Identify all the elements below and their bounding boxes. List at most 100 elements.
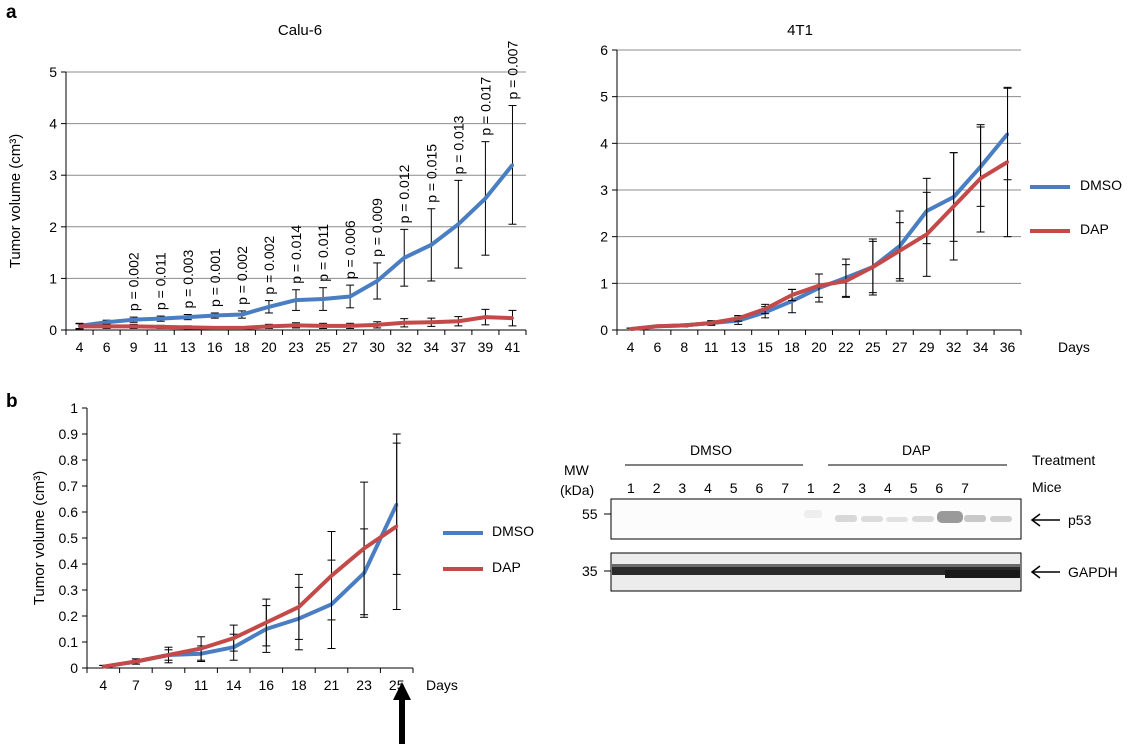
p-value-label: p = 0.002: [126, 252, 142, 311]
series-line-dap: [102, 524, 398, 669]
series-line-dmso: [102, 503, 399, 669]
legend-line-dmso: [443, 531, 483, 535]
mouse-number: 7: [781, 480, 789, 496]
y-tick-label: 0.4: [59, 556, 79, 572]
y-axis-label: Tumor volume (cm³): [31, 471, 48, 605]
x-tick-label: 16: [207, 339, 223, 355]
x-axis-label: Days: [426, 677, 458, 693]
p-value-label: p = 0.015: [423, 144, 439, 203]
x-tick-label: 4: [627, 339, 635, 355]
data-point-dap: [297, 605, 301, 609]
panel-label-a: a: [6, 2, 17, 23]
mouse-number: 1: [627, 480, 635, 496]
x-tick-label: 20: [811, 339, 827, 355]
x-tick-label: 27: [892, 339, 908, 355]
data-point-dap: [232, 636, 236, 640]
data-point-dap: [348, 324, 352, 328]
data-point-dap: [682, 323, 686, 327]
x-tick-label: 13: [730, 339, 746, 355]
y-tick-label: 0.8: [59, 452, 79, 468]
x-tick-label: 18: [784, 339, 800, 355]
data-point-dap: [213, 326, 217, 330]
x-tick-label: 34: [424, 339, 440, 355]
mice-number-row: 1 2 3 4 5 6 7 1 2 3 4 5 6 7: [560, 480, 1030, 500]
x-tick-label: 18: [291, 677, 307, 693]
data-point-dmso: [267, 305, 271, 309]
legend-label-dap: DAP: [492, 559, 521, 575]
p-value-label: p = 0.006: [342, 220, 358, 279]
data-point-dmso: [132, 318, 136, 322]
mw-label: MW: [564, 462, 589, 478]
p-value-label: p = 0.007: [504, 41, 520, 100]
y-tick-label: 3: [600, 182, 608, 198]
p-value-label: p = 0.011: [153, 252, 169, 310]
y-tick-label: 1: [70, 400, 78, 416]
data-point-dap: [628, 327, 632, 331]
data-point-dap: [78, 324, 82, 328]
p-value-label: p = 0.002: [234, 246, 250, 305]
band-label-gapdh: GAPDH: [1068, 564, 1118, 580]
x-tick-label: 9: [130, 339, 138, 355]
series-line-dap: [630, 160, 1009, 332]
data-point-dap: [321, 324, 325, 328]
data-point-dmso: [510, 163, 514, 167]
legend-label-dmso: DMSO: [492, 523, 534, 539]
mouse-number: 4: [884, 480, 892, 496]
y-tick-label: 0.3: [59, 582, 79, 598]
legend-label-dap: DAP: [1080, 221, 1109, 237]
data-point-dap: [871, 265, 875, 269]
group-label-dmso: DMSO: [690, 442, 732, 458]
band-label-p53: p53: [1068, 512, 1092, 528]
x-tick-label: 41: [505, 339, 521, 355]
data-point-dap: [483, 315, 487, 319]
data-point-dap: [1006, 160, 1010, 164]
y-tick-label: 5: [600, 89, 608, 105]
y-tick-label: 0.9: [59, 426, 79, 442]
data-point-dap: [429, 320, 433, 324]
data-point-dmso: [429, 243, 433, 247]
data-point-dmso: [483, 196, 487, 200]
data-point-dap: [132, 324, 136, 328]
x-tick-label: 11: [153, 339, 168, 355]
x-tick-label: 32: [396, 339, 412, 355]
data-point-dap: [456, 319, 460, 323]
x-tick-label: 22: [838, 339, 854, 355]
x-tick-label: 4: [76, 339, 84, 355]
arrow-up-icon: [393, 682, 411, 744]
x-tick-label: 20: [261, 339, 277, 355]
panel-label-b: b: [6, 391, 18, 412]
data-point-dap: [790, 293, 794, 297]
y-tick-label: 0.6: [59, 504, 79, 520]
marker-55: 55: [582, 506, 598, 522]
data-point-dap: [330, 574, 333, 578]
data-point-dap: [267, 324, 271, 328]
x-tick-label: 30: [369, 339, 385, 355]
x-tick-label: 34: [973, 339, 989, 355]
x-tick-label: 8: [680, 339, 688, 355]
x-tick-label: 18: [234, 339, 250, 355]
p-value-label: p = 0.013: [450, 115, 466, 174]
data-point-dap: [655, 324, 659, 328]
x-tick-label: 23: [288, 339, 304, 355]
x-tick-label: 32: [946, 339, 962, 355]
blot-graphic: [604, 464, 1060, 592]
x-tick-label: 7: [132, 677, 140, 693]
p-value-label: p = 0.014: [288, 225, 304, 284]
data-point-dap: [199, 647, 203, 650]
data-point-dap: [264, 621, 268, 624]
data-point-dmso: [213, 314, 217, 318]
data-point-dmso: [159, 317, 163, 321]
y-tick-label: 0.1: [59, 634, 79, 650]
data-point-dap: [898, 249, 902, 253]
data-point-dap: [925, 232, 929, 236]
y-tick-label: 2: [600, 229, 608, 245]
p-value-label: p = 0.011: [315, 224, 331, 282]
mouse-number: 6: [755, 480, 764, 496]
p-value-label: p = 0.003: [180, 250, 196, 309]
mouse-number: 4: [704, 480, 712, 496]
p-value-label: p = 0.002: [261, 236, 277, 295]
x-tick-label: 27: [342, 339, 358, 355]
y-tick-label: 5: [49, 64, 57, 80]
y-tick-label: 1: [49, 270, 57, 286]
data-point-dap: [167, 653, 170, 657]
